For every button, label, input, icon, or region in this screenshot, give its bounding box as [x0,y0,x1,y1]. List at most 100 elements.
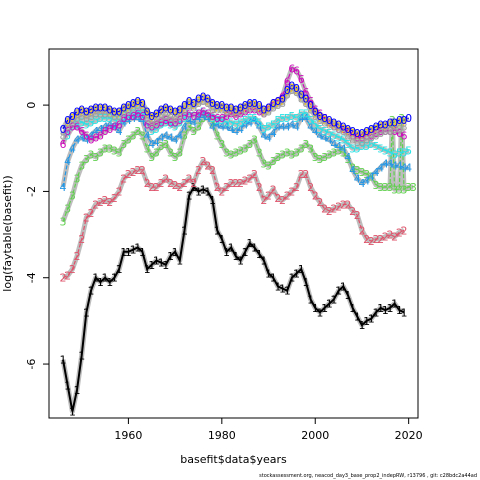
data-point-4: 4 [368,170,375,183]
data-point-1: 1 [330,293,337,306]
data-point-6: 6 [209,110,216,123]
data-point-0: 0 [302,93,309,106]
data-point-5: 5 [270,119,277,132]
data-point-0: 0 [144,106,151,119]
data-point-3: 3 [386,181,393,194]
data-point-5: 5 [326,127,333,140]
data-point-3: 3 [242,142,249,155]
data-point-7: 7 [368,125,375,138]
data-point-7: 7 [349,127,356,140]
y-tick-label: 0 [25,102,38,109]
data-point-6: 6 [172,116,179,129]
data-point-3: 3 [223,147,230,160]
data-point-2: 2 [209,164,216,177]
data-point-8: 8 [204,97,211,110]
data-point-0: 0 [396,114,403,127]
data-point-2: 2 [293,181,300,194]
data-point-5: 5 [298,108,305,121]
data-point-7: 7 [274,97,281,110]
data-point-6: 6 [200,106,207,119]
data-point-1: 1 [354,311,361,324]
data-point-0: 0 [391,116,398,129]
x-tick-label: 2020 [395,429,423,442]
data-point-4: 4 [116,125,123,138]
data-point-2: 2 [130,166,137,179]
data-point-3: 3 [153,147,160,160]
data-point-6: 6 [274,95,281,108]
data-point-3: 3 [106,142,113,155]
data-point-3: 3 [382,181,389,194]
data-point-0: 0 [111,106,118,119]
series-line-5 [67,110,409,156]
data-point-3: 3 [69,190,76,203]
data-point-0: 0 [223,101,230,114]
data-point-1: 1 [372,306,379,319]
data-point-8: 8 [270,101,277,114]
data-point-5: 5 [349,142,356,155]
data-point-6: 6 [256,106,263,119]
data-point-7: 7 [251,99,258,112]
data-point-7: 7 [125,101,132,114]
data-point-2: 2 [144,177,151,190]
data-point-7: 7 [200,93,207,106]
data-point-0: 0 [78,103,85,116]
data-point-3: 3 [97,147,104,160]
data-point-1: 1 [349,302,356,315]
data-point-6: 6 [228,108,235,121]
data-point-5: 5 [307,114,314,127]
data-point-2: 2 [111,192,118,205]
data-point-6: 6 [64,125,71,138]
data-point-4: 4 [111,121,118,134]
data-point-0: 0 [64,114,71,127]
data-point-3: 3 [256,147,263,160]
data-point-3: 3 [200,112,207,125]
data-point-3: 3 [134,125,141,138]
data-point-3: 3 [162,138,169,151]
data-point-4: 4 [69,142,76,155]
data-point-0: 0 [69,110,76,123]
data-point-2: 2 [237,177,244,190]
data-point-1: 1 [344,289,351,302]
data-point-2: 2 [330,203,337,216]
data-point-4: 4 [377,162,384,175]
data-point-5: 5 [302,108,309,121]
data-point-1: 1 [190,181,197,194]
data-point-4: 4 [330,138,337,151]
data-point-5: 5 [204,108,211,121]
data-point-5: 5 [382,144,389,157]
data-point-4: 4 [162,129,169,142]
data-point-7: 7 [134,97,141,110]
data-point-3: 3 [372,179,379,192]
data-point-0: 0 [204,93,211,106]
data-point-3: 3 [139,129,146,142]
data-point-6: 6 [139,110,146,123]
data-point-2: 2 [214,181,221,194]
data-point-2: 2 [153,181,160,194]
data-point-1: 1 [274,280,281,293]
data-point-0: 0 [386,116,393,129]
data-point-1: 1 [386,302,393,315]
data-point-0: 0 [228,101,235,114]
data-point-4: 4 [279,121,286,134]
data-point-2: 2 [223,181,230,194]
data-point-5: 5 [74,119,81,132]
data-point-7: 7 [288,82,295,95]
data-point-5: 5 [153,123,160,136]
data-point-4: 4 [270,127,277,140]
data-point-0: 0 [134,95,141,108]
data-point-1: 1 [270,272,277,285]
data-point-6: 6 [246,103,253,116]
data-point-7: 7 [190,99,197,112]
data-point-8: 8 [153,116,160,129]
data-point-0: 0 [265,101,272,114]
data-point-5: 5 [279,112,286,125]
data-point-7: 7 [396,116,403,129]
data-point-2: 2 [176,181,183,194]
data-point-2: 2 [335,201,342,214]
data-point-4: 4 [176,129,183,142]
data-point-1: 1 [293,267,300,280]
data-point-0: 0 [246,97,253,110]
data-point-7: 7 [344,125,351,138]
data-point-0: 0 [190,97,197,110]
data-point-1: 1 [237,254,244,267]
